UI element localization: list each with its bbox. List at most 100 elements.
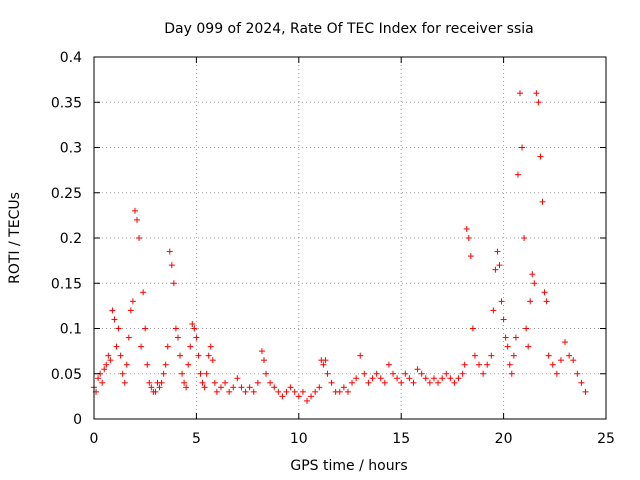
data-point <box>361 370 368 377</box>
data-point <box>582 388 589 395</box>
y-tick-label: 0.4 <box>60 50 82 66</box>
data-point <box>336 388 343 395</box>
data-point <box>394 375 401 382</box>
data-point <box>207 343 214 350</box>
data-point <box>459 370 466 377</box>
data-point <box>119 370 126 377</box>
data-point <box>535 99 542 106</box>
data-point <box>504 343 511 350</box>
data-point <box>324 370 331 377</box>
data-point <box>99 379 106 386</box>
data-point <box>115 325 122 332</box>
data-point <box>125 334 132 341</box>
data-point <box>531 280 538 287</box>
data-point <box>340 384 347 391</box>
data-point <box>373 370 380 377</box>
data-point <box>152 388 159 395</box>
data-point <box>514 171 521 178</box>
data-point <box>439 375 446 382</box>
data-point <box>127 307 134 314</box>
data-point <box>502 334 509 341</box>
data-point <box>136 235 143 241</box>
data-point <box>260 357 267 364</box>
data-point <box>521 235 528 241</box>
axis-ticks <box>93 56 607 420</box>
data-point <box>183 384 190 391</box>
data-point <box>541 289 548 296</box>
data-point <box>402 370 409 377</box>
x-tick-label: 5 <box>192 431 201 447</box>
data-point <box>246 384 253 391</box>
data-point <box>320 361 327 368</box>
data-point <box>316 384 323 391</box>
data-point <box>187 343 194 350</box>
data-point <box>344 388 351 395</box>
data-point <box>172 325 179 332</box>
data-point <box>414 366 421 373</box>
data-point <box>226 388 233 395</box>
data-point <box>105 352 112 359</box>
y-tick-label: 0.15 <box>51 276 82 292</box>
data-point <box>574 370 581 377</box>
data-point <box>263 370 270 377</box>
data-point <box>328 379 335 386</box>
data-point <box>410 379 417 386</box>
data-point <box>230 384 237 391</box>
data-point <box>242 388 249 395</box>
data-point <box>217 384 224 391</box>
data-point <box>295 393 302 400</box>
data-point <box>197 370 204 377</box>
data-point <box>164 343 171 350</box>
data-point <box>131 207 138 214</box>
data-point <box>160 370 167 377</box>
data-point <box>148 384 155 391</box>
y-axis-label: ROTI / TECUs <box>7 192 23 284</box>
data-point <box>562 339 569 346</box>
data-point <box>283 388 290 395</box>
x-tick-label: 15 <box>392 431 410 447</box>
data-point <box>123 361 130 368</box>
data-point <box>508 370 515 377</box>
data-point <box>549 361 556 368</box>
data-point <box>523 325 530 332</box>
y-tick-label: 0.05 <box>51 367 82 383</box>
data-point <box>480 370 487 377</box>
data-point <box>570 357 577 364</box>
data-point <box>179 370 186 377</box>
y-tick-labels: 0 0.05 0.1 0.15 0.2 0.25 0.3 0.35 0.4 <box>51 50 82 428</box>
data-point <box>158 379 165 386</box>
scatter-points <box>91 90 589 404</box>
data-point <box>209 357 216 364</box>
data-point <box>287 384 294 391</box>
data-point <box>430 375 437 382</box>
data-point <box>174 334 181 341</box>
data-point <box>553 370 560 377</box>
data-point <box>365 379 372 386</box>
grid-lines <box>94 57 606 419</box>
data-point <box>516 90 523 97</box>
data-point <box>101 366 108 373</box>
data-point <box>488 352 495 359</box>
data-point <box>443 370 450 377</box>
data-point <box>222 379 229 386</box>
data-point <box>537 153 544 160</box>
data-point <box>109 307 116 314</box>
data-point <box>140 289 147 296</box>
data-point <box>111 316 118 323</box>
data-point <box>447 375 454 382</box>
data-point <box>275 388 282 395</box>
x-tick-labels: 0 5 10 15 20 25 <box>90 431 615 447</box>
data-point <box>134 216 141 223</box>
data-point <box>476 361 483 368</box>
data-point <box>471 352 478 359</box>
data-point <box>267 379 274 386</box>
x-tick-label: 0 <box>90 431 99 447</box>
data-point <box>467 253 474 260</box>
data-point <box>162 361 169 368</box>
chart-title: Day 099 of 2024, Rate Of TEC Index for r… <box>164 21 533 37</box>
data-point <box>349 379 356 386</box>
data-point <box>234 375 241 382</box>
data-point <box>506 361 513 368</box>
data-point <box>557 357 564 364</box>
